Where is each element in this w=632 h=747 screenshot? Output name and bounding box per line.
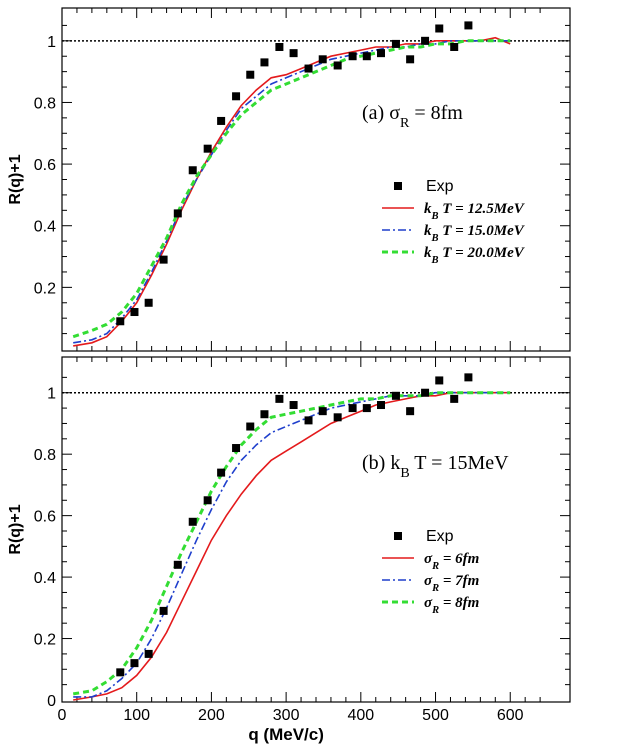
exp-point (130, 308, 139, 317)
exp-point (188, 517, 197, 526)
x-tick-label: 500 (422, 707, 449, 724)
exp-point (203, 496, 212, 505)
exp-point (304, 416, 313, 425)
legend-series-label: kB T = 12.5MeV (424, 201, 526, 222)
exp-point (362, 404, 371, 413)
y-tick-label: 0.8 (34, 447, 56, 464)
exp-point (217, 116, 226, 125)
exp-point (450, 42, 459, 51)
y-tick-label: 0.8 (34, 95, 56, 112)
legend-series-label: σR = 7fm (424, 573, 479, 594)
exp-point (188, 166, 197, 175)
legend-series-label: kB T = 15.0MeV (424, 223, 526, 244)
exp-point (450, 394, 459, 403)
x-tick-label: 200 (198, 707, 225, 724)
exp-point (406, 55, 415, 64)
exp-point (406, 407, 415, 416)
exp-point (435, 24, 444, 33)
exp-point (260, 410, 269, 419)
exp-point (421, 388, 430, 397)
exp-point (246, 422, 255, 431)
series-line-1 (73, 36, 511, 347)
exp-point (275, 42, 284, 51)
exp-point (203, 144, 212, 153)
exp-point (275, 394, 284, 403)
y-tick-label: 0.2 (34, 632, 56, 649)
exp-point (464, 373, 473, 382)
exp-point (260, 58, 269, 67)
exp-point (376, 401, 385, 410)
x-tick-label: 300 (273, 707, 300, 724)
exp-point (173, 560, 182, 569)
exp-point (159, 255, 168, 264)
y-tick-label: 0.6 (34, 157, 56, 174)
exp-point (348, 52, 357, 61)
exp-point (173, 209, 182, 218)
series-line-1 (73, 391, 511, 701)
exp-point (464, 21, 473, 30)
y-axis-label: R(q)+1 (7, 504, 24, 554)
exp-point (304, 64, 313, 73)
panel-annotation: (a) σR = 8fm (362, 102, 463, 131)
exp-point (333, 61, 342, 70)
y-tick-label: 0 (47, 693, 56, 710)
legend-series-label: σR = 6fm (424, 551, 479, 572)
x-tick-label: 100 (123, 707, 150, 724)
exp-point (217, 468, 226, 477)
y-tick-label: 1 (47, 386, 56, 403)
exp-point (116, 668, 125, 677)
exp-point (232, 92, 241, 101)
x-tick-label: 0 (58, 707, 67, 724)
legend-exp-label: Exp (426, 528, 454, 545)
exp-point (348, 404, 357, 413)
exp-point (421, 36, 430, 45)
legend-series-label: σR = 8fm (424, 595, 479, 616)
exp-point (391, 39, 400, 48)
y-tick-label: 0.2 (34, 280, 56, 297)
x-axis-label: q (MeV/c) (248, 725, 324, 744)
exp-point (130, 659, 139, 668)
exp-point (232, 444, 241, 453)
exp-point (376, 49, 385, 58)
panel-top: 0.2 0.4 0.6 0.8 1 R(q)+1 (a) σR = 8fm Exp kB T =… (7, 7, 571, 352)
x-tick-label: 400 (347, 707, 374, 724)
exp-point (144, 298, 153, 307)
exp-point (289, 49, 298, 58)
legend-exp-marker (394, 532, 402, 540)
exp-point (435, 376, 444, 385)
x-tick-label: 600 (497, 707, 524, 724)
legend-exp-label: Exp (426, 178, 454, 195)
plot-frame (61, 356, 571, 703)
exp-point (246, 70, 255, 79)
y-tick-label: 0.4 (34, 570, 56, 587)
exp-point (116, 317, 125, 326)
series-line-3 (72, 391, 511, 696)
y-tick-label: 0.4 (34, 219, 56, 236)
series-line-3 (72, 39, 511, 339)
exp-point (362, 52, 371, 61)
y-tick-label: 0.6 (34, 509, 56, 526)
exp-point (318, 407, 327, 416)
y-tick-label: 1 (47, 34, 56, 51)
legend-exp-marker (394, 182, 402, 190)
y-axis-label: R(q)+1 (7, 154, 24, 204)
exp-point (144, 649, 153, 658)
exp-point (318, 55, 327, 64)
panel-annotation: (b) kB T = 15MeV (362, 452, 509, 481)
legend-series-label: kB T = 20.0MeV (424, 245, 526, 266)
exp-point (289, 401, 298, 410)
exp-point (391, 391, 400, 400)
exp-point (333, 413, 342, 422)
exp-point (159, 606, 168, 615)
panel-bottom: 0 0.2 0.4 0.6 0.8 1 0 100 200 300 400 500 600 q (MeV/… (7, 356, 571, 744)
